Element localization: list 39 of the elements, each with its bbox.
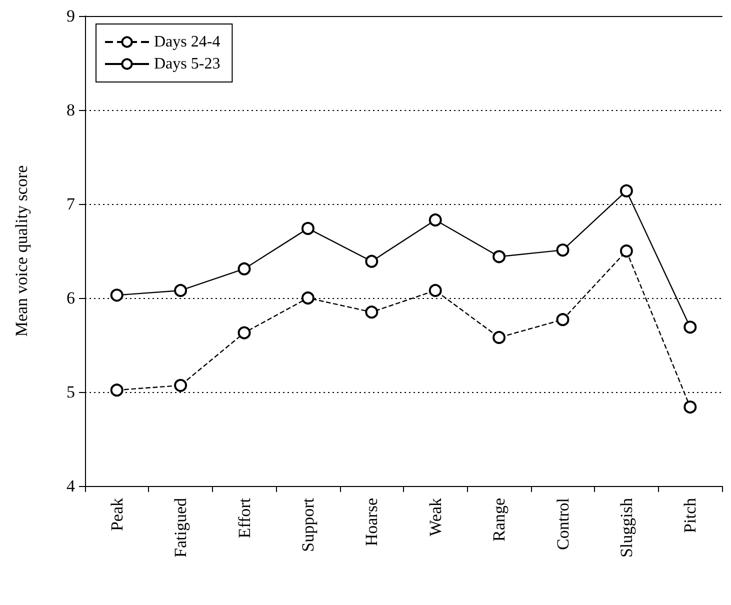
y-tick-label: 7 — [66, 194, 76, 214]
y-tick-label: 4 — [66, 476, 76, 496]
legend-label: Days 5-23 — [154, 56, 220, 72]
point — [620, 244, 633, 258]
x-tick-label: Pitch — [680, 498, 700, 533]
point — [110, 384, 124, 397]
x-tick-label: Peak — [107, 498, 126, 532]
y-tick-label: 9 — [66, 6, 75, 26]
x-tick-label: Fatigued — [171, 498, 190, 558]
point — [365, 306, 378, 319]
point — [238, 326, 251, 340]
x-tick-label: Hoarse — [362, 498, 382, 546]
point — [301, 222, 314, 235]
x-tick-label: Control — [553, 498, 572, 550]
x-tick-label: Support — [298, 498, 318, 552]
y-tick-label: 5 — [66, 382, 75, 402]
x-tick-label: Effort — [234, 498, 254, 538]
point — [428, 284, 442, 297]
point — [684, 400, 697, 414]
y-tick-label: 8 — [66, 100, 75, 120]
point — [620, 184, 633, 198]
y-tick-label: 6 — [66, 288, 75, 308]
x-tick-label: Weak — [426, 498, 445, 536]
point — [238, 262, 251, 276]
point — [365, 254, 378, 268]
legend-label: Days 24-4 — [154, 34, 220, 50]
y-axis-title: Mean voice quality score — [12, 165, 31, 337]
point — [492, 250, 506, 264]
point — [174, 378, 188, 392]
point — [556, 244, 570, 257]
point — [301, 292, 314, 304]
point — [684, 320, 697, 334]
x-tick-label: Sluggish — [616, 498, 636, 558]
x-tick-label: Range — [490, 498, 509, 542]
point — [110, 288, 124, 302]
point — [556, 313, 570, 326]
point — [428, 213, 442, 226]
point — [174, 284, 188, 297]
point — [492, 330, 506, 344]
